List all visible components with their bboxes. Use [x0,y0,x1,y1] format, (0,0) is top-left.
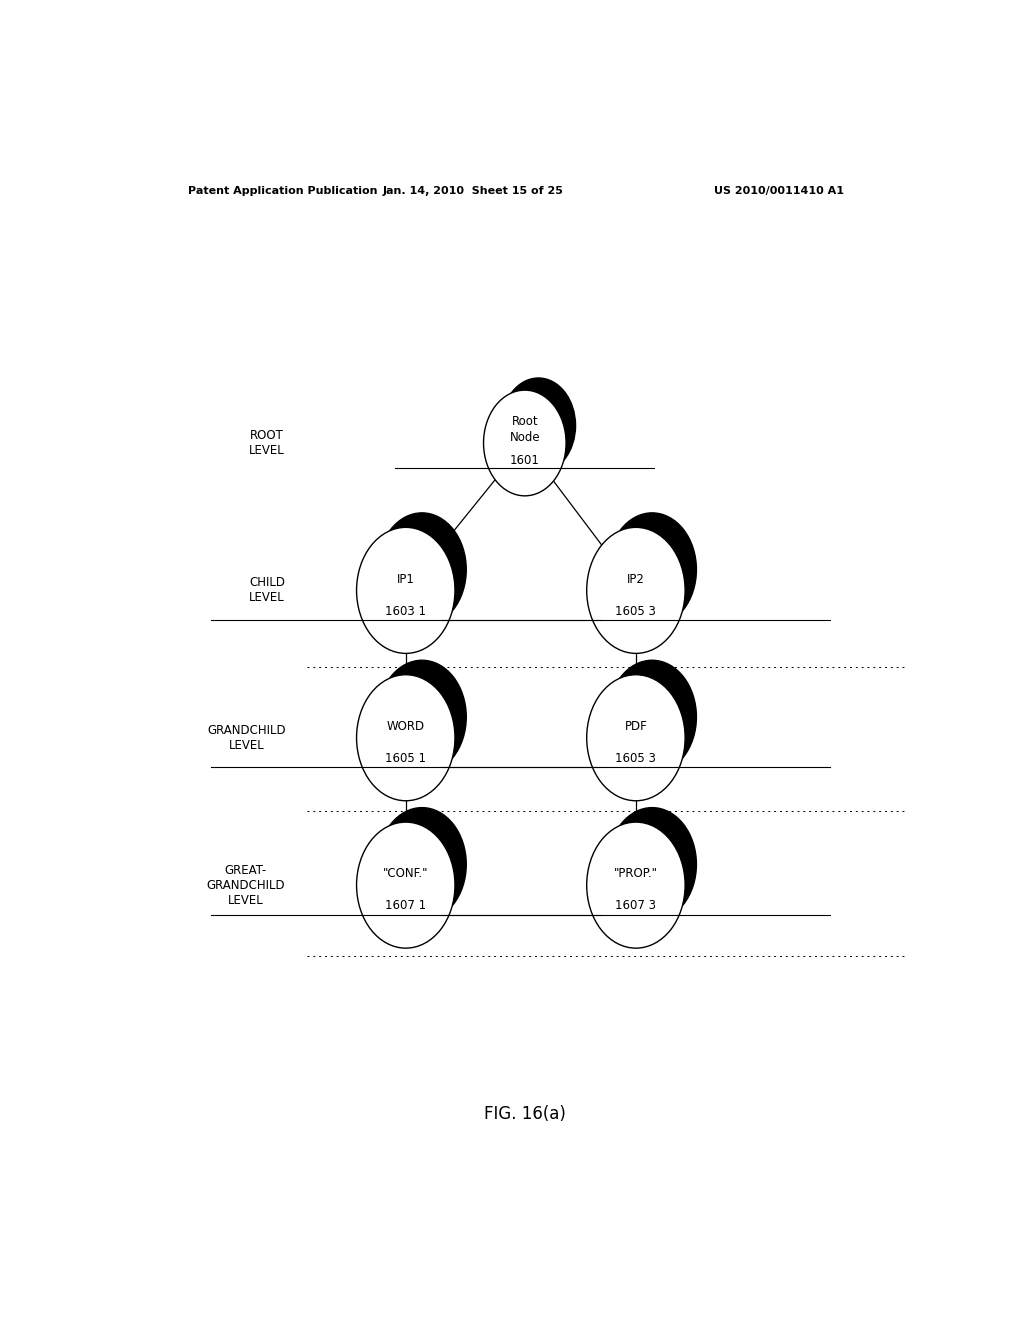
Circle shape [587,822,685,948]
Text: IP1: IP1 [397,573,415,586]
Text: 1601: 1601 [510,454,540,467]
Text: GREAT-
GRANDCHILD
LEVEL: GREAT- GRANDCHILD LEVEL [206,863,285,907]
Text: US 2010/0011410 A1: US 2010/0011410 A1 [714,186,844,195]
Circle shape [483,391,566,496]
Circle shape [378,513,466,626]
Text: FIG. 16(a): FIG. 16(a) [484,1105,565,1123]
Text: "PROP.": "PROP." [614,867,657,880]
Text: 1603 1: 1603 1 [385,605,426,618]
Text: "CONF.": "CONF." [383,867,428,880]
Text: Node: Node [510,432,540,445]
Text: Patent Application Publication: Patent Application Publication [187,186,377,195]
Circle shape [587,675,685,801]
Circle shape [356,528,455,653]
Circle shape [502,378,575,473]
Text: 1605 3: 1605 3 [615,605,656,618]
Circle shape [608,660,696,774]
Text: Jan. 14, 2010  Sheet 15 of 25: Jan. 14, 2010 Sheet 15 of 25 [383,186,563,195]
Text: ROOT
LEVEL: ROOT LEVEL [249,429,285,457]
Text: 1605 1: 1605 1 [385,752,426,766]
Circle shape [608,808,696,921]
Text: 1607 1: 1607 1 [385,899,426,912]
Circle shape [356,822,455,948]
Circle shape [608,513,696,626]
Text: GRANDCHILD
LEVEL: GRANDCHILD LEVEL [208,723,287,752]
Text: PDF: PDF [625,719,647,733]
Text: CHILD
LEVEL: CHILD LEVEL [249,577,285,605]
Text: 1607 3: 1607 3 [615,899,656,912]
Text: WORD: WORD [387,719,425,733]
Circle shape [378,660,466,774]
Circle shape [356,675,455,801]
Text: IP2: IP2 [627,573,645,586]
Text: 1605 3: 1605 3 [615,752,656,766]
Circle shape [587,528,685,653]
Text: Root: Root [511,416,539,429]
Circle shape [378,808,466,921]
